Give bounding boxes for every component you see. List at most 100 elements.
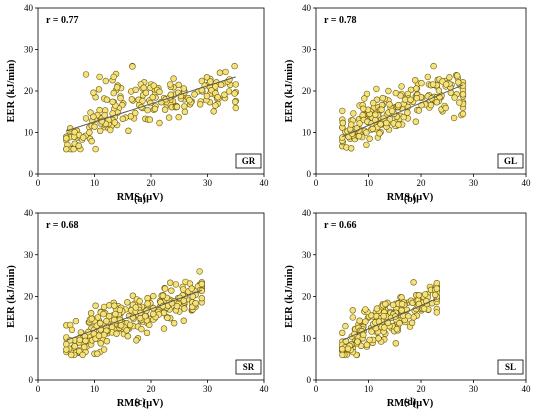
scatter-point <box>63 135 70 142</box>
scatter-point <box>142 312 149 320</box>
scatter-point <box>375 335 382 342</box>
scatter-point <box>68 326 76 334</box>
scatter-point <box>180 85 188 92</box>
group-tag-box <box>497 153 524 169</box>
scatter-point <box>455 79 462 86</box>
scatter-point <box>222 68 229 76</box>
scatter-point <box>186 96 193 104</box>
scatter-point <box>232 81 240 88</box>
scatter-point <box>125 127 132 135</box>
scatter-point <box>164 314 171 321</box>
scatter-point <box>388 107 396 115</box>
group-tag-box <box>235 153 262 169</box>
scatter-point <box>132 86 139 94</box>
scatter-point <box>386 101 393 108</box>
scatter-point <box>112 310 119 318</box>
scatter-point <box>395 101 402 109</box>
scatter-point <box>214 93 221 101</box>
scatter-point <box>173 302 181 310</box>
scatter-point <box>181 108 189 116</box>
scatter-point <box>82 337 89 344</box>
x-tick-label: 10 <box>364 178 374 188</box>
correlation-label: r = 0.78 <box>324 15 356 26</box>
scatter-point <box>392 89 399 97</box>
scatter-point <box>231 90 238 97</box>
scatter-point <box>156 119 163 127</box>
scatter-point <box>71 128 78 136</box>
scatter-point <box>133 337 140 344</box>
scatter-point <box>79 134 87 141</box>
x-tick-label: 40 <box>260 384 270 394</box>
scatter-point <box>151 105 159 113</box>
scatter-point <box>144 300 151 307</box>
x-axis-title: RMS (µV) <box>117 192 164 203</box>
scatter-point <box>363 141 370 149</box>
scatter-point <box>96 73 103 81</box>
scatter-point <box>415 292 423 299</box>
panel-caption: (d) <box>404 397 416 408</box>
scatter-point <box>86 129 93 136</box>
x-tick-label: 20 <box>147 384 157 394</box>
scatter-point <box>363 129 370 136</box>
scatter-point <box>379 94 386 102</box>
scatter-point <box>339 107 346 115</box>
scatter-point <box>382 300 389 308</box>
group-tag-label: SL <box>505 362 516 372</box>
scatter-point <box>380 312 387 320</box>
scatter-point <box>105 312 113 320</box>
scatter-point <box>113 330 120 337</box>
scatter-point <box>92 145 99 153</box>
scatter-point <box>413 94 420 102</box>
y-tick-label: 0 <box>307 375 312 385</box>
x-tick-label: 40 <box>522 384 532 394</box>
scatter-point <box>172 281 180 288</box>
scatter-point <box>393 325 401 333</box>
scatter-point <box>412 76 419 84</box>
scatter-point <box>442 104 449 112</box>
panel-caption: (a) <box>134 194 146 205</box>
x-tick-label: 30 <box>203 384 213 394</box>
scatter-point <box>225 88 233 95</box>
chart-panel-gr: 0 10 20 30 40 0 10 20 30 40 RMS (µV) EER (kJ/min) (a… <box>6 3 269 205</box>
scatter-point <box>88 138 95 145</box>
scatter-point <box>216 69 224 76</box>
scatter-point <box>207 78 214 85</box>
scatter-point <box>422 291 429 298</box>
scatter-point <box>92 302 99 309</box>
x-axis-title: RMS (µV) <box>117 398 164 409</box>
scatter-point <box>160 325 168 332</box>
x-tick-label: 30 <box>469 384 479 394</box>
scatter-point <box>454 72 461 79</box>
scatter-point <box>140 84 147 91</box>
scatter-point <box>362 306 369 313</box>
scatter-point <box>109 98 116 106</box>
scatter-point <box>410 279 417 286</box>
scatter-point <box>126 321 134 329</box>
scatter-point <box>413 85 420 92</box>
scatter-point <box>373 85 380 93</box>
scatter-point <box>110 73 117 81</box>
x-axis-title: RMS (µV) <box>387 398 434 409</box>
scatter-point <box>167 279 174 286</box>
scatter-point <box>132 109 139 117</box>
group-tag-box <box>235 359 262 375</box>
scatter-point <box>433 309 440 316</box>
scatter-point <box>378 106 385 113</box>
scatter-point <box>376 130 383 137</box>
scatter-point <box>136 297 143 305</box>
scatter-point <box>366 135 373 142</box>
scatter-point <box>354 338 361 345</box>
x-tick-label: 40 <box>522 178 532 188</box>
scatter-point <box>191 91 198 98</box>
scatter-point <box>119 115 127 123</box>
scatter-point <box>203 92 211 100</box>
scatter-point <box>95 332 103 339</box>
y-tick-label: 40 <box>24 208 34 218</box>
scatter-point <box>101 111 108 119</box>
scatter-point <box>405 312 412 320</box>
x-tick-label: 30 <box>469 178 479 188</box>
scatter-point <box>144 106 151 114</box>
scatter-point <box>385 87 392 95</box>
scatter-point <box>418 79 425 87</box>
